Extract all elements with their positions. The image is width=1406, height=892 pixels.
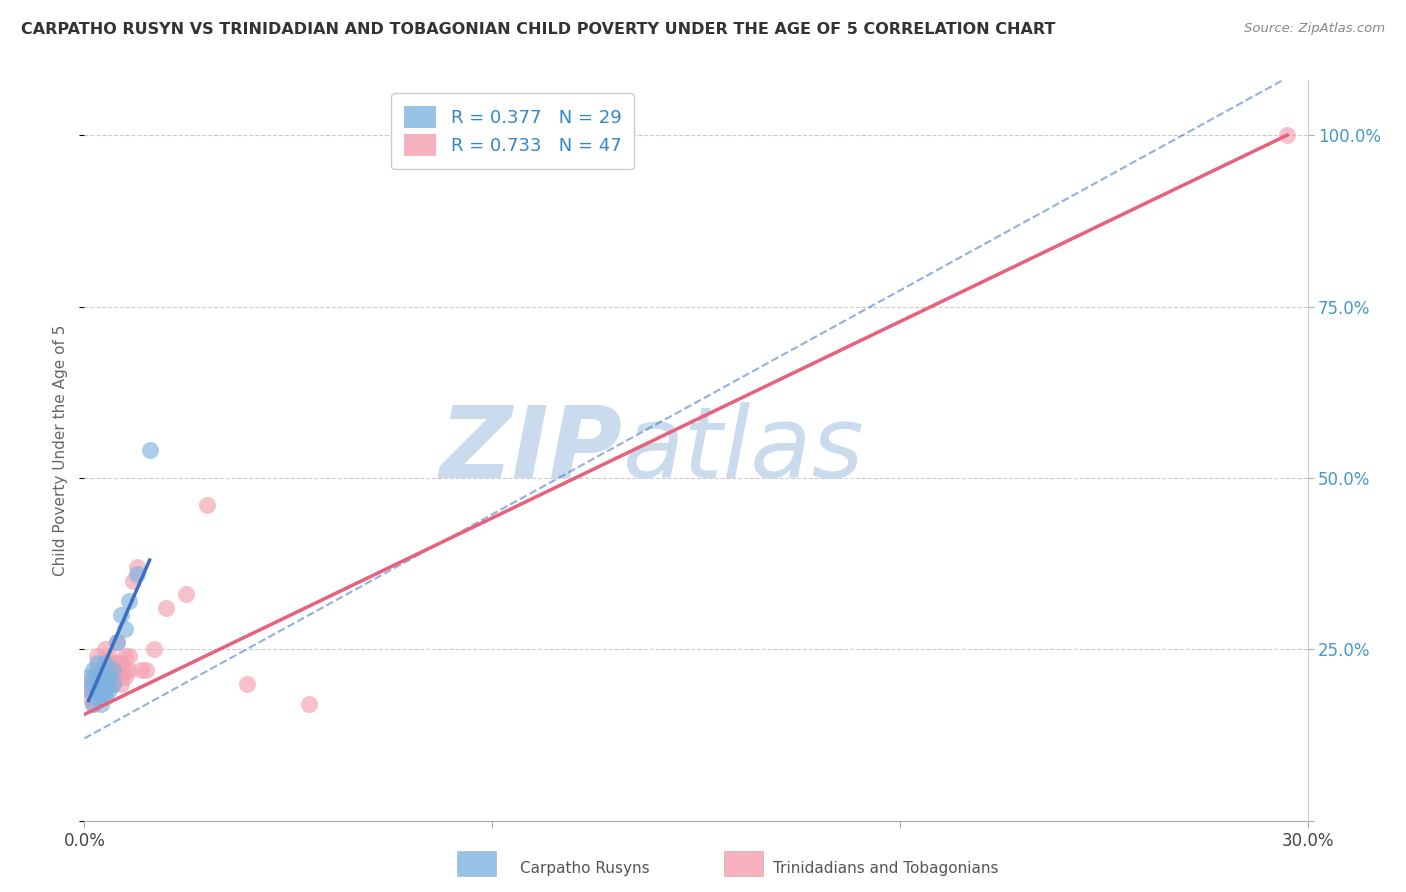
Point	[101, 670, 124, 684]
Point	[77, 683, 100, 698]
Point	[105, 635, 128, 649]
Point	[86, 690, 108, 705]
Point	[298, 697, 321, 711]
Point	[77, 690, 100, 705]
Point	[114, 649, 136, 664]
Point	[90, 683, 112, 698]
Text: atlas: atlas	[623, 402, 865, 499]
Point	[82, 676, 104, 690]
Point	[101, 676, 124, 690]
Point	[82, 697, 104, 711]
Point	[105, 670, 128, 684]
Y-axis label: Child Poverty Under the Age of 5: Child Poverty Under the Age of 5	[53, 325, 69, 576]
Point	[82, 670, 104, 684]
Point	[90, 690, 112, 705]
Point	[82, 663, 104, 677]
Point	[195, 498, 218, 512]
Point	[138, 443, 160, 458]
Point	[127, 560, 149, 574]
Point	[105, 635, 128, 649]
Text: ZIP: ZIP	[440, 402, 623, 499]
Point	[93, 642, 115, 657]
Point	[174, 587, 197, 601]
Point	[122, 574, 145, 588]
Point	[86, 683, 108, 698]
Point	[114, 663, 136, 677]
Point	[101, 656, 124, 670]
Point	[97, 663, 120, 677]
Point	[82, 683, 104, 698]
Point	[110, 607, 132, 622]
Point	[93, 656, 115, 670]
Point	[93, 683, 115, 698]
Point	[82, 697, 104, 711]
Point	[93, 676, 115, 690]
Point	[114, 622, 136, 636]
Point	[118, 649, 141, 664]
Point	[127, 566, 149, 581]
Point	[90, 670, 112, 684]
Point	[1277, 128, 1299, 142]
Point	[86, 663, 108, 677]
Point	[105, 656, 128, 670]
Point	[97, 683, 120, 698]
Point	[90, 670, 112, 684]
Point	[97, 670, 120, 684]
Point	[93, 670, 115, 684]
Text: CARPATHO RUSYN VS TRINIDADIAN AND TOBAGONIAN CHILD POVERTY UNDER THE AGE OF 5 CO: CARPATHO RUSYN VS TRINIDADIAN AND TOBAGO…	[21, 22, 1056, 37]
Point	[93, 656, 115, 670]
Point	[90, 663, 112, 677]
Point	[86, 670, 108, 684]
Point	[114, 670, 136, 684]
Point	[90, 676, 112, 690]
Point	[90, 663, 112, 677]
Point	[97, 676, 120, 690]
Point	[86, 690, 108, 705]
Point	[110, 676, 132, 690]
Point	[77, 670, 100, 684]
Point	[118, 594, 141, 608]
Point	[142, 642, 165, 657]
Point	[97, 649, 120, 664]
Point	[86, 656, 108, 670]
Point	[118, 663, 141, 677]
Point	[101, 663, 124, 677]
Point	[135, 663, 157, 677]
Point	[110, 656, 132, 670]
Point	[90, 683, 112, 698]
Text: Carpatho Rusyns: Carpatho Rusyns	[520, 861, 650, 876]
Point	[93, 690, 115, 705]
Point	[101, 676, 124, 690]
Point	[93, 663, 115, 677]
Text: Trinidadians and Tobagonians: Trinidadians and Tobagonians	[773, 861, 998, 876]
Point	[86, 676, 108, 690]
Point	[93, 683, 115, 698]
Point	[86, 649, 108, 664]
Point	[236, 676, 259, 690]
Point	[131, 663, 153, 677]
Legend: R = 0.377   N = 29, R = 0.733   N = 47: R = 0.377 N = 29, R = 0.733 N = 47	[391, 93, 634, 169]
Text: Source: ZipAtlas.com: Source: ZipAtlas.com	[1244, 22, 1385, 36]
Point	[93, 670, 115, 684]
Point	[90, 697, 112, 711]
Point	[77, 676, 100, 690]
Point	[110, 663, 132, 677]
Point	[155, 601, 177, 615]
Point	[110, 670, 132, 684]
